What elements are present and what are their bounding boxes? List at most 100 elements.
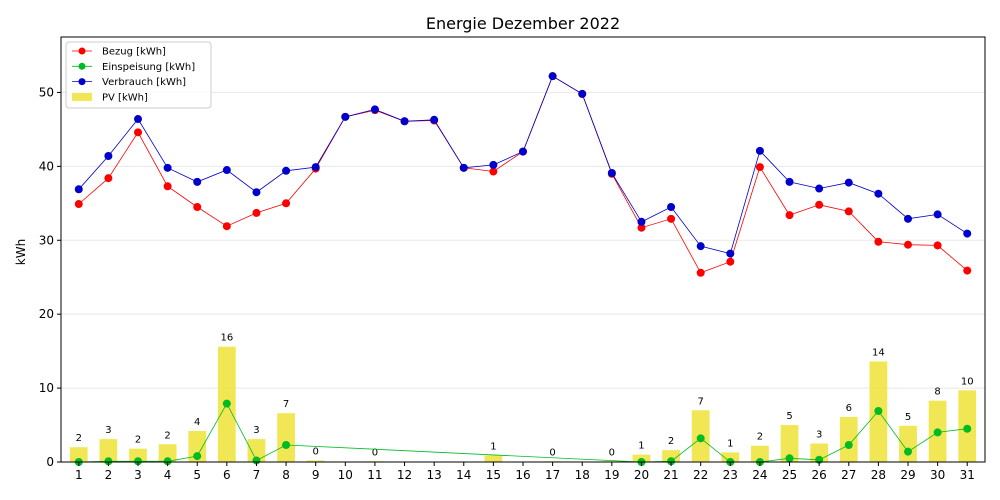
x-tick-label: 19 xyxy=(604,468,619,482)
x-tick-label: 6 xyxy=(223,468,231,482)
x-tick-label: 1 xyxy=(75,468,83,482)
series-point xyxy=(104,174,113,183)
series-point xyxy=(222,222,231,231)
series-point xyxy=(667,203,676,211)
pv-bar-label: 7 xyxy=(698,396,704,407)
pv-bar-label: 0 xyxy=(372,447,378,458)
series-point xyxy=(222,166,231,175)
series-point xyxy=(607,169,616,177)
series-point xyxy=(489,160,498,169)
pv-bar xyxy=(780,425,799,462)
x-tick-label: 2 xyxy=(105,468,113,482)
pv-bar-label: 10 xyxy=(961,376,974,387)
pv-bar-label: 0 xyxy=(609,447,615,458)
series-point xyxy=(696,242,705,251)
pv-bar-label: 1 xyxy=(638,441,644,452)
series-line xyxy=(78,402,968,463)
gridlines xyxy=(61,91,985,389)
x-axis-ticks: 1 2 3 4 5 6 7 8 9 10 11 12 13 14 15 16 17 18 19 20 21 22 23 24 2… xyxy=(75,462,975,482)
x-tick-label: 3 xyxy=(134,468,142,482)
x-tick-label: 14 xyxy=(456,468,471,482)
series-point xyxy=(963,229,972,238)
series-point xyxy=(963,424,972,433)
series-point xyxy=(904,447,912,456)
series-point xyxy=(104,152,113,160)
series-point xyxy=(933,210,942,219)
series-point xyxy=(844,178,853,187)
series-point xyxy=(489,167,498,176)
series-point xyxy=(578,89,587,98)
x-tick-label: 12 xyxy=(397,468,412,482)
series-point xyxy=(134,457,142,466)
y-tick-label: 40 xyxy=(39,159,54,173)
series-point xyxy=(370,105,379,114)
pv-bar-label: 2 xyxy=(135,435,141,446)
series-2 xyxy=(74,72,972,258)
x-tick-label: 11 xyxy=(367,468,382,482)
y-tick-label: 0 xyxy=(46,455,54,469)
series-point xyxy=(755,163,764,172)
series-point xyxy=(252,456,261,465)
y-tick-label: 20 xyxy=(39,307,54,321)
legend: Bezug [kWh] Einspeisung [kWh] Verbrauch [k… xyxy=(65,41,212,109)
series-point xyxy=(785,211,794,220)
series-point xyxy=(696,268,705,277)
series-point xyxy=(637,223,646,232)
series-point xyxy=(74,200,83,209)
x-tick-label: 7 xyxy=(253,468,261,482)
pv-bar-label: 2 xyxy=(757,432,763,443)
series-point xyxy=(933,428,942,437)
series-point xyxy=(963,266,972,275)
series-point xyxy=(667,214,676,223)
series-point xyxy=(430,115,439,124)
legend-label: Verbrauch [kWh] xyxy=(102,77,186,88)
series-point xyxy=(548,72,557,81)
x-tick-label: 28 xyxy=(871,468,886,482)
series-point xyxy=(726,249,735,258)
series-point xyxy=(459,163,468,172)
x-tick-label: 30 xyxy=(930,468,945,482)
y-axis-ticks: 0 10 20 30 40 50 xyxy=(39,85,61,469)
legend-box xyxy=(65,41,212,109)
series-point xyxy=(755,146,764,155)
pv-bar-label: 5 xyxy=(905,412,911,423)
series-point xyxy=(282,166,291,175)
series-point xyxy=(874,237,883,246)
pv-bar xyxy=(306,460,325,462)
series-point xyxy=(874,189,883,198)
y-tick-label: 50 xyxy=(39,85,54,99)
series-point xyxy=(74,185,83,194)
pv-bar-label: 1 xyxy=(727,438,733,449)
series-point xyxy=(193,452,202,461)
pv-bar xyxy=(721,452,740,462)
pv-bar-label: 2 xyxy=(164,430,170,441)
series-point xyxy=(637,217,646,226)
legend-marker xyxy=(78,62,86,70)
pv-bar xyxy=(158,444,177,462)
chart-title: Energie Dezember 2022 xyxy=(426,14,620,33)
x-tick-label: 4 xyxy=(164,468,172,482)
pv-bar-label: 2 xyxy=(76,433,82,444)
legend-swatch xyxy=(72,92,92,101)
pv-bar xyxy=(99,439,118,462)
legend-label: Einspeisung [kWh] xyxy=(102,62,195,73)
x-tick-label: 13 xyxy=(427,468,442,482)
x-tick-label: 20 xyxy=(634,468,649,482)
pv-bar xyxy=(899,425,917,462)
x-tick-label: 31 xyxy=(960,468,975,482)
x-tick-label: 18 xyxy=(575,468,590,482)
pv-bar-label: 3 xyxy=(253,425,259,436)
y-tick-label: 30 xyxy=(39,233,54,247)
series-point xyxy=(726,257,735,266)
pv-bar-label: 1 xyxy=(490,441,496,452)
series-point xyxy=(519,147,527,156)
x-tick-label: 23 xyxy=(723,468,738,482)
series-point xyxy=(134,115,142,124)
series-point xyxy=(134,128,142,137)
legend-label: PV [kWh] xyxy=(102,92,148,103)
x-tick-label: 21 xyxy=(663,468,678,482)
series-point xyxy=(874,407,883,415)
pv-bar xyxy=(69,447,88,462)
